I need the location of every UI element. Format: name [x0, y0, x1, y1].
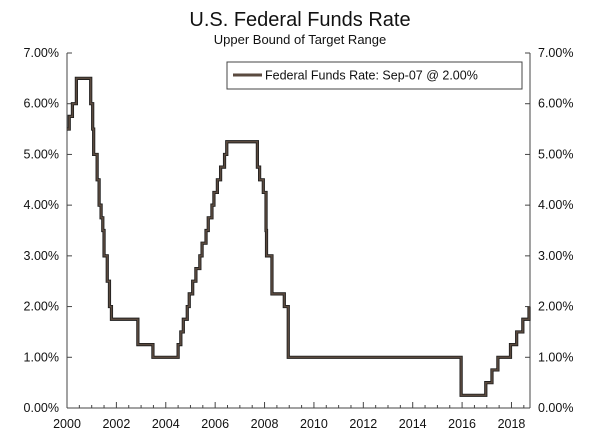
y-tick-label-left: 2.00% [24, 300, 59, 314]
y-tick-label-left: 4.00% [24, 198, 59, 212]
legend-label: Federal Funds Rate: Sep-07 @ 2.00% [265, 69, 478, 83]
y-tick-label-left: 7.00% [24, 46, 59, 60]
x-tick-label: 2018 [498, 417, 526, 431]
series-line [67, 77, 530, 397]
series-line-outline [67, 76, 531, 397]
y-tick-label-right: 0.00% [538, 401, 573, 415]
series-group [67, 76, 531, 397]
axes [66, 53, 531, 409]
x-tick-label: 2002 [102, 417, 130, 431]
y-tick-label-right: 6.00% [538, 97, 573, 111]
y-tick-label-left: 3.00% [24, 249, 59, 263]
x-tick-label: 2016 [448, 417, 476, 431]
x-tick-label: 2008 [251, 417, 279, 431]
x-tick-label: 2014 [399, 417, 427, 431]
y-tick-label-right: 1.00% [538, 350, 573, 364]
chart-subtitle: Upper Bound of Target Range [214, 32, 387, 47]
y-tick-label-right: 5.00% [538, 147, 573, 161]
y-tick-label-left: 5.00% [24, 147, 59, 161]
y-tick-label-right: 7.00% [538, 46, 573, 60]
y-tick-label-right: 4.00% [538, 198, 573, 212]
x-tick-label: 2010 [300, 417, 328, 431]
y-tick-label-right: 2.00% [538, 300, 573, 314]
y-tick-label-right: 3.00% [538, 249, 573, 263]
tick-group: 0.00% 0.00% 1.00% 1.00% 2.00% 2.00% 3.00% 3.00%… [24, 46, 574, 431]
legend: Federal Funds Rate: Sep-07 @ 2.00% [226, 61, 523, 90]
legend-box [226, 61, 523, 90]
x-tick-label: 2000 [53, 417, 81, 431]
x-tick-label: 2004 [152, 417, 180, 431]
y-tick-label-left: 1.00% [24, 350, 59, 364]
x-tick-label: 2012 [349, 417, 377, 431]
y-tick-label-left: 0.00% [24, 401, 59, 415]
chart-title: U.S. Federal Funds Rate [189, 9, 410, 31]
x-tick-label: 2006 [201, 417, 229, 431]
y-tick-label-left: 6.00% [24, 97, 59, 111]
